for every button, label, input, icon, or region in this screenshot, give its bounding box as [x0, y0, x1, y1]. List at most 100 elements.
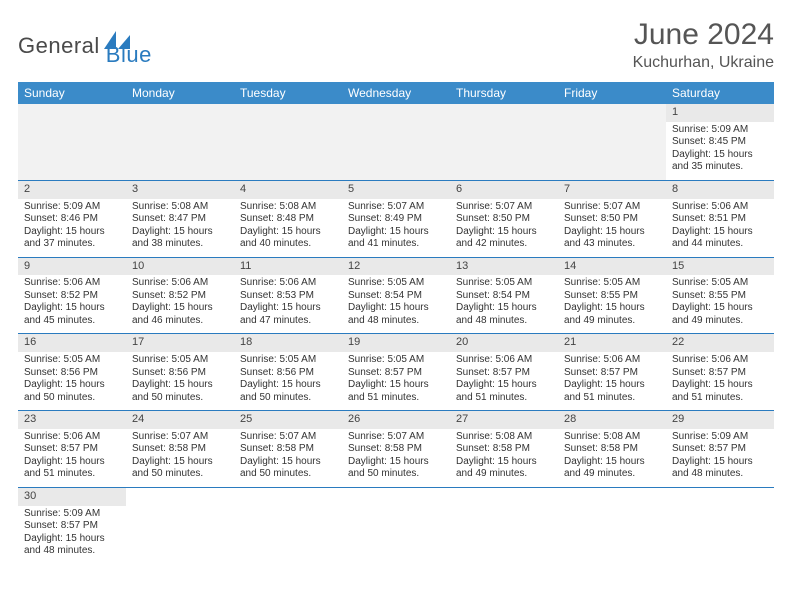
- day-number: 10: [126, 258, 234, 276]
- day-number: 30: [18, 488, 126, 506]
- sunrise-text: Sunrise: 5:05 AM: [672, 277, 768, 290]
- daylight-text-2: and 51 minutes.: [348, 392, 444, 405]
- sunset-text: Sunset: 8:52 PM: [132, 290, 228, 303]
- calendar-cell: 4Sunrise: 5:08 AMSunset: 8:48 PMDaylight…: [234, 180, 342, 257]
- daylight-text-2: and 50 minutes.: [132, 468, 228, 481]
- day-content: Sunrise: 5:08 AMSunset: 8:58 PMDaylight:…: [450, 429, 558, 487]
- sunrise-text: Sunrise: 5:06 AM: [672, 354, 768, 367]
- calendar-body: 1Sunrise: 5:09 AMSunset: 8:45 PMDaylight…: [18, 104, 774, 564]
- sunset-text: Sunset: 8:50 PM: [456, 213, 552, 226]
- sunrise-text: Sunrise: 5:05 AM: [348, 354, 444, 367]
- day-content: Sunrise: 5:05 AMSunset: 8:54 PMDaylight:…: [450, 275, 558, 333]
- day-number: 29: [666, 411, 774, 429]
- daylight-text-1: Daylight: 15 hours: [240, 302, 336, 315]
- calendar-cell: [126, 104, 234, 180]
- day-content: Sunrise: 5:06 AMSunset: 8:57 PMDaylight:…: [450, 352, 558, 410]
- calendar-cell: 20Sunrise: 5:06 AMSunset: 8:57 PMDayligh…: [450, 334, 558, 411]
- calendar-cell: [450, 487, 558, 563]
- sunset-text: Sunset: 8:49 PM: [348, 213, 444, 226]
- calendar-page: General Blue June 2024 Kuchurhan, Ukrain…: [0, 0, 792, 564]
- sunrise-text: Sunrise: 5:08 AM: [564, 431, 660, 444]
- daylight-text-1: Daylight: 15 hours: [672, 149, 768, 162]
- calendar-cell: 10Sunrise: 5:06 AMSunset: 8:52 PMDayligh…: [126, 257, 234, 334]
- sunset-text: Sunset: 8:57 PM: [564, 367, 660, 380]
- logo-text-general: General: [18, 33, 100, 59]
- sunset-text: Sunset: 8:56 PM: [240, 367, 336, 380]
- sunrise-text: Sunrise: 5:05 AM: [24, 354, 120, 367]
- sunset-text: Sunset: 8:50 PM: [564, 213, 660, 226]
- day-content: Sunrise: 5:07 AMSunset: 8:49 PMDaylight:…: [342, 199, 450, 257]
- daylight-text-2: and 42 minutes.: [456, 238, 552, 251]
- calendar-cell: 6Sunrise: 5:07 AMSunset: 8:50 PMDaylight…: [450, 180, 558, 257]
- calendar-cell: [234, 104, 342, 180]
- day-number: 19: [342, 334, 450, 352]
- calendar-cell: [666, 487, 774, 563]
- calendar-cell: 8Sunrise: 5:06 AMSunset: 8:51 PMDaylight…: [666, 180, 774, 257]
- day-number: 4: [234, 181, 342, 199]
- calendar-cell: 1Sunrise: 5:09 AMSunset: 8:45 PMDaylight…: [666, 104, 774, 180]
- day-content: Sunrise: 5:06 AMSunset: 8:57 PMDaylight:…: [558, 352, 666, 410]
- day-number: 18: [234, 334, 342, 352]
- sunset-text: Sunset: 8:45 PM: [672, 136, 768, 149]
- sunset-text: Sunset: 8:58 PM: [132, 443, 228, 456]
- sunrise-text: Sunrise: 5:05 AM: [564, 277, 660, 290]
- calendar-cell: 5Sunrise: 5:07 AMSunset: 8:49 PMDaylight…: [342, 180, 450, 257]
- calendar-cell: 15Sunrise: 5:05 AMSunset: 8:55 PMDayligh…: [666, 257, 774, 334]
- calendar-cell: 14Sunrise: 5:05 AMSunset: 8:55 PMDayligh…: [558, 257, 666, 334]
- calendar-week-row: 16Sunrise: 5:05 AMSunset: 8:56 PMDayligh…: [18, 334, 774, 411]
- day-content: Sunrise: 5:07 AMSunset: 8:50 PMDaylight:…: [450, 199, 558, 257]
- calendar-cell: 26Sunrise: 5:07 AMSunset: 8:58 PMDayligh…: [342, 411, 450, 488]
- daylight-text-2: and 48 minutes.: [456, 315, 552, 328]
- sunset-text: Sunset: 8:56 PM: [24, 367, 120, 380]
- daylight-text-1: Daylight: 15 hours: [564, 379, 660, 392]
- sunrise-text: Sunrise: 5:05 AM: [456, 277, 552, 290]
- calendar-cell: 18Sunrise: 5:05 AMSunset: 8:56 PMDayligh…: [234, 334, 342, 411]
- sunset-text: Sunset: 8:58 PM: [240, 443, 336, 456]
- daylight-text-1: Daylight: 15 hours: [348, 302, 444, 315]
- daylight-text-1: Daylight: 15 hours: [24, 456, 120, 469]
- sunset-text: Sunset: 8:55 PM: [564, 290, 660, 303]
- sunset-text: Sunset: 8:57 PM: [24, 443, 120, 456]
- daylight-text-1: Daylight: 15 hours: [348, 456, 444, 469]
- sunrise-text: Sunrise: 5:07 AM: [348, 431, 444, 444]
- sunrise-text: Sunrise: 5:09 AM: [24, 201, 120, 214]
- calendar-cell: 9Sunrise: 5:06 AMSunset: 8:52 PMDaylight…: [18, 257, 126, 334]
- calendar-cell: [18, 104, 126, 180]
- logo: General Blue: [18, 18, 152, 68]
- day-number: 24: [126, 411, 234, 429]
- daylight-text-1: Daylight: 15 hours: [132, 226, 228, 239]
- day-number: 14: [558, 258, 666, 276]
- day-number: 21: [558, 334, 666, 352]
- daylight-text-1: Daylight: 15 hours: [24, 533, 120, 546]
- daylight-text-1: Daylight: 15 hours: [240, 226, 336, 239]
- calendar-week-row: 2Sunrise: 5:09 AMSunset: 8:46 PMDaylight…: [18, 180, 774, 257]
- day-header-row: Sunday Monday Tuesday Wednesday Thursday…: [18, 82, 774, 104]
- day-number: 13: [450, 258, 558, 276]
- sunset-text: Sunset: 8:47 PM: [132, 213, 228, 226]
- daylight-text-2: and 50 minutes.: [24, 392, 120, 405]
- daylight-text-1: Daylight: 15 hours: [672, 226, 768, 239]
- calendar-cell: 22Sunrise: 5:06 AMSunset: 8:57 PMDayligh…: [666, 334, 774, 411]
- daylight-text-2: and 41 minutes.: [348, 238, 444, 251]
- month-title: June 2024: [633, 18, 774, 52]
- day-number: 9: [18, 258, 126, 276]
- calendar-cell: [450, 104, 558, 180]
- daylight-text-1: Daylight: 15 hours: [24, 226, 120, 239]
- day-content: Sunrise: 5:07 AMSunset: 8:58 PMDaylight:…: [234, 429, 342, 487]
- sunset-text: Sunset: 8:58 PM: [348, 443, 444, 456]
- daylight-text-2: and 51 minutes.: [564, 392, 660, 405]
- day-content: Sunrise: 5:09 AMSunset: 8:57 PMDaylight:…: [666, 429, 774, 487]
- title-block: June 2024 Kuchurhan, Ukraine: [633, 18, 774, 72]
- sunset-text: Sunset: 8:58 PM: [564, 443, 660, 456]
- daylight-text-2: and 51 minutes.: [24, 468, 120, 481]
- day-content: Sunrise: 5:07 AMSunset: 8:50 PMDaylight:…: [558, 199, 666, 257]
- day-content: Sunrise: 5:05 AMSunset: 8:54 PMDaylight:…: [342, 275, 450, 333]
- daylight-text-1: Daylight: 15 hours: [456, 456, 552, 469]
- sunset-text: Sunset: 8:57 PM: [672, 367, 768, 380]
- daylight-text-2: and 35 minutes.: [672, 161, 768, 174]
- day-number: 27: [450, 411, 558, 429]
- daylight-text-1: Daylight: 15 hours: [456, 379, 552, 392]
- sunrise-text: Sunrise: 5:09 AM: [672, 124, 768, 137]
- day-content: Sunrise: 5:05 AMSunset: 8:55 PMDaylight:…: [666, 275, 774, 333]
- calendar-week-row: 23Sunrise: 5:06 AMSunset: 8:57 PMDayligh…: [18, 411, 774, 488]
